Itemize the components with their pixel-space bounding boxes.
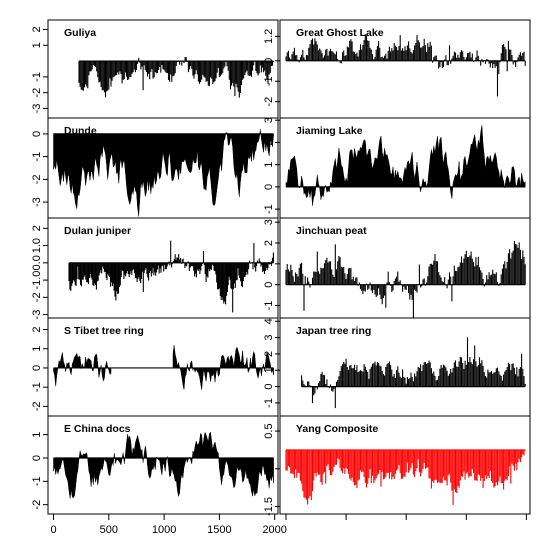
y-tick-label: -2 — [31, 174, 43, 184]
y-tick-label: -0.5 — [263, 459, 275, 478]
panel-marks — [68, 240, 274, 313]
panel-marks — [285, 241, 526, 318]
y-tick-label: -1 — [263, 301, 275, 311]
y-tick-label: 1 — [263, 367, 275, 373]
panel-marks — [53, 345, 274, 390]
panel-title: Great Ghost Lake — [296, 27, 384, 39]
y-tick-label: -2 — [31, 402, 43, 412]
y-tick-label: -1 — [31, 476, 43, 486]
y-tick-label: 0 — [263, 282, 275, 288]
y-tick-label: 2 — [263, 351, 275, 357]
y-tick-label: 0 — [263, 184, 275, 190]
y-tick-label: -1 — [31, 382, 43, 392]
panel-marks — [301, 337, 526, 409]
y-tick-label: 4 — [263, 318, 275, 324]
y-tick-label: -3 — [31, 310, 43, 320]
y-tick-label: -1 — [31, 72, 43, 82]
y-tick-label: 1 — [263, 162, 275, 168]
panel-title: Guliya — [64, 27, 96, 39]
y-tick-label: 1 — [31, 432, 43, 438]
chart-panels: -3 -2 -1 1 2 Guliya -3 -2 -1 0 Dunde -3 -2 -1.00.0 1.0… — [31, 19, 531, 516]
panel-title: Yang Composite — [296, 423, 378, 435]
panel-title: Japan tree ring — [296, 325, 371, 337]
y-tick-label: -2 — [31, 292, 43, 302]
y-tick-label: -2 — [263, 97, 275, 107]
panel-8: -1 0 1 2 3 4 Japan tree ring — [263, 317, 531, 417]
x-tick-label: 1500 — [207, 524, 231, 536]
x-tick-label: 500 — [100, 524, 118, 536]
y-tick-label: 1 — [263, 261, 275, 267]
y-tick-label: -2 — [31, 88, 43, 98]
panel-frame — [279, 415, 531, 515]
x-tick-label: 0 — [50, 524, 56, 536]
panel-marks — [53, 431, 274, 499]
panel-9: -1.5 -0.5 0.5 Yang Composite — [263, 415, 531, 516]
y-tick-label: 3 — [263, 219, 275, 225]
area-mark — [53, 431, 274, 499]
panel-marks — [53, 129, 274, 217]
panel-5: -2 -1 0 1.2 Great Ghost Lake — [263, 19, 531, 119]
area-mark — [53, 352, 112, 387]
y-tick-label: 1.0 — [31, 238, 43, 253]
panel-title: S Tibet tree ring — [64, 325, 144, 337]
x-axis: 0 500 1000 1500 2000 — [50, 514, 527, 536]
y-tick-label: 0 — [263, 384, 275, 390]
panel-4: -2 -1 0 1 E China docs — [31, 415, 279, 515]
y-tick-label: -3 — [31, 104, 43, 114]
y-tick-label: 2 — [263, 240, 275, 246]
x-tick-label: 1000 — [152, 524, 176, 536]
y-tick-label: 1.2 — [263, 29, 275, 44]
y-tick-label: 0 — [31, 455, 43, 461]
y-tick-label: 0 — [263, 58, 275, 64]
y-tick-label: 0.5 — [263, 423, 275, 438]
panel-3: -2 -1 0 1 2 S Tibet tree ring — [31, 317, 279, 417]
y-tick-label: 2 — [263, 139, 275, 145]
y-tick-label: 3 — [263, 335, 275, 341]
y-tick-label: -1.0 — [31, 271, 43, 290]
y-tick-label: -1 — [263, 204, 275, 214]
area-mark — [53, 129, 274, 217]
panel-title: Dunde — [64, 125, 97, 137]
y-tick-label: 1 — [31, 346, 43, 352]
panel-frame — [47, 415, 279, 515]
panel-title: E China docs — [64, 423, 131, 435]
panel-title: Jiaming Lake — [296, 125, 363, 137]
panel-title: Jinchuan peat — [296, 225, 367, 237]
y-tick-label: 1 — [31, 42, 43, 48]
y-tick-label: -1.5 — [263, 497, 275, 516]
y-tick-label: 2 — [31, 326, 43, 332]
y-tick-label: 2 — [31, 225, 43, 231]
panel-7: -1 0 1 2 3 Jinchuan peat — [263, 217, 531, 319]
panel-marks — [285, 449, 526, 505]
y-tick-label: 3 — [263, 117, 275, 123]
panel-1: -3 -2 -1 0 Dunde — [31, 117, 279, 219]
panel-marks — [285, 34, 526, 97]
panel-title: Dulan juniper — [64, 225, 131, 237]
panel-0: -3 -2 -1 1 2 Guliya — [31, 19, 279, 119]
y-tick-label: -1 — [263, 398, 275, 408]
y-tick-label: 0 — [31, 365, 43, 371]
area-mark — [285, 125, 526, 206]
panel-marks — [285, 125, 526, 206]
y-tick-label: -1 — [31, 152, 43, 162]
y-tick-label: 0.0 — [31, 255, 43, 270]
y-tick-label: -3 — [31, 197, 43, 207]
y-tick-label: 2 — [31, 26, 43, 32]
x-tick-label: 2000 — [262, 524, 286, 536]
y-tick-label: 0 — [31, 131, 43, 137]
panel-marks — [78, 57, 275, 98]
y-tick-label: -1 — [263, 76, 275, 86]
y-tick-label: -2 — [31, 500, 43, 510]
panel-2: -3 -2 -1.00.0 1.0 2 Dulan juniper — [31, 217, 279, 320]
panel-6: -1 0 1 2 3 Jiaming Lake — [263, 117, 531, 219]
